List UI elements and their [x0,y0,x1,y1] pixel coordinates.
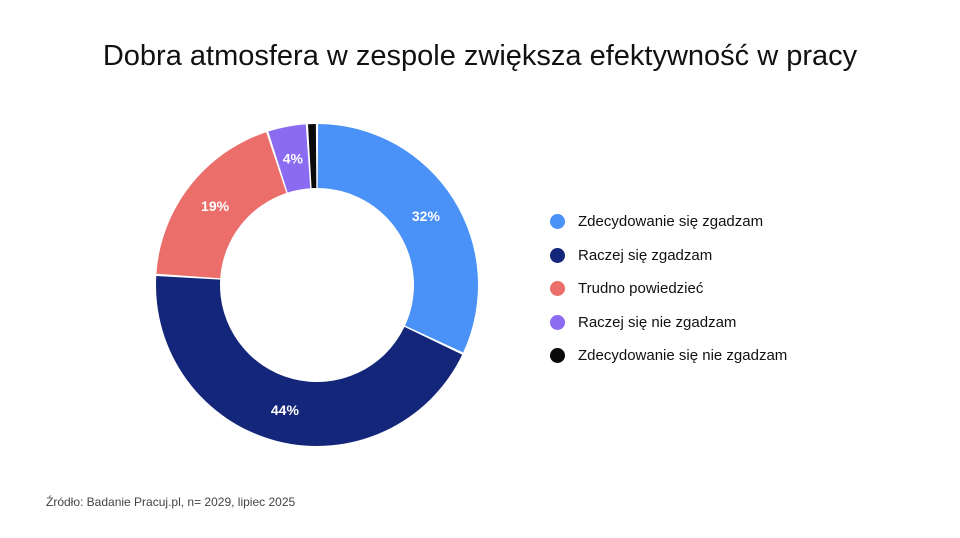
slice-data-label: 19% [201,198,230,214]
slice-data-label: 4% [283,150,304,166]
legend-swatch [550,348,565,364]
chart-title: Dobra atmosfera w zespole zwiększa efekt… [102,40,858,72]
legend-label: Zdecydowanie się zgadzam [578,213,764,231]
slice-data-label: 44% [271,402,300,418]
legend: Zdecydowanie się zgadzam Raczej się zgad… [550,205,787,373]
legend-item: Trudno powiedzieć [550,272,787,306]
legend-item: Raczej się zgadzam [550,239,787,273]
donut-slice [317,124,478,353]
legend-swatch [550,281,565,297]
donut-slice [268,124,311,193]
legend-swatch [550,214,565,230]
legend-label: Raczej się zgadzam [578,246,713,264]
donut-slice [308,124,317,189]
legend-item: Raczej się nie zgadzam [550,306,787,340]
legend-swatch [550,247,565,263]
legend-swatch [550,314,565,330]
legend-label: Zdecydowanie się nie zgadzam [578,347,788,365]
legend-item: Zdecydowanie się nie zgadzam [550,339,787,373]
legend-label: Trudno powiedzieć [578,280,704,298]
slice-data-label: 32% [412,208,441,224]
donut-slice [155,276,463,446]
source-note: Źródło: Badanie Pracuj.pl, n= 2029, lipi… [46,495,296,509]
donut-slice [156,132,287,279]
legend-item: Zdecydowanie się zgadzam [550,205,787,239]
legend-label: Raczej się nie zgadzam [578,313,737,331]
